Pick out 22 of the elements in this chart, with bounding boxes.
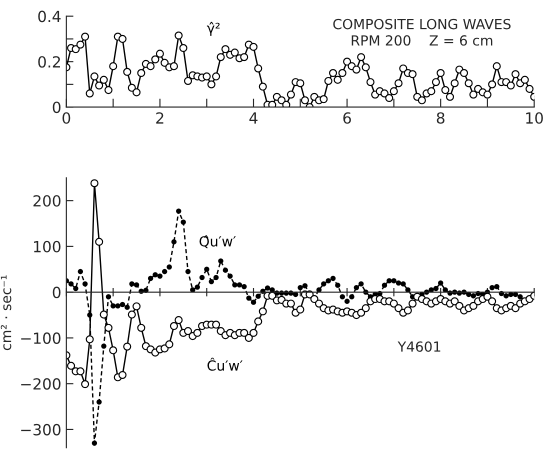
y-tick-label: −100 [21, 332, 60, 344]
series-label: Ĉu′w′ [208, 358, 243, 371]
y-tick-label: −200 [21, 378, 60, 390]
annotation: Y4601 [398, 341, 440, 352]
y-tick-label: 0 [52, 286, 60, 298]
series-label: Q̂u′w′ [200, 235, 236, 248]
series-label: γ̂² [206, 22, 220, 36]
y-axis-title: cm² · sec⁻¹ [0, 275, 12, 350]
y-tick-label: −300 [21, 424, 60, 436]
x-tick-label: 0 [62, 112, 70, 124]
y-tick-label: 0.4 [38, 10, 61, 22]
y-tick-label: 0.2 [38, 56, 60, 68]
annotation: COMPOSITE LONG WAVES [333, 18, 511, 30]
x-tick-label: 6 [343, 112, 351, 124]
y-tick-label: 100 [34, 240, 60, 252]
y-tick-label: 0 [52, 102, 60, 114]
x-tick-label: 4 [249, 112, 258, 124]
annotation: RPM 200 Z = 6 cm [352, 35, 492, 46]
x-tick-label: 8 [436, 112, 444, 124]
y-tick-label: 200 [33, 195, 60, 207]
x-tick-label: 2 [156, 112, 164, 124]
x-tick-label: 10 [526, 112, 543, 124]
